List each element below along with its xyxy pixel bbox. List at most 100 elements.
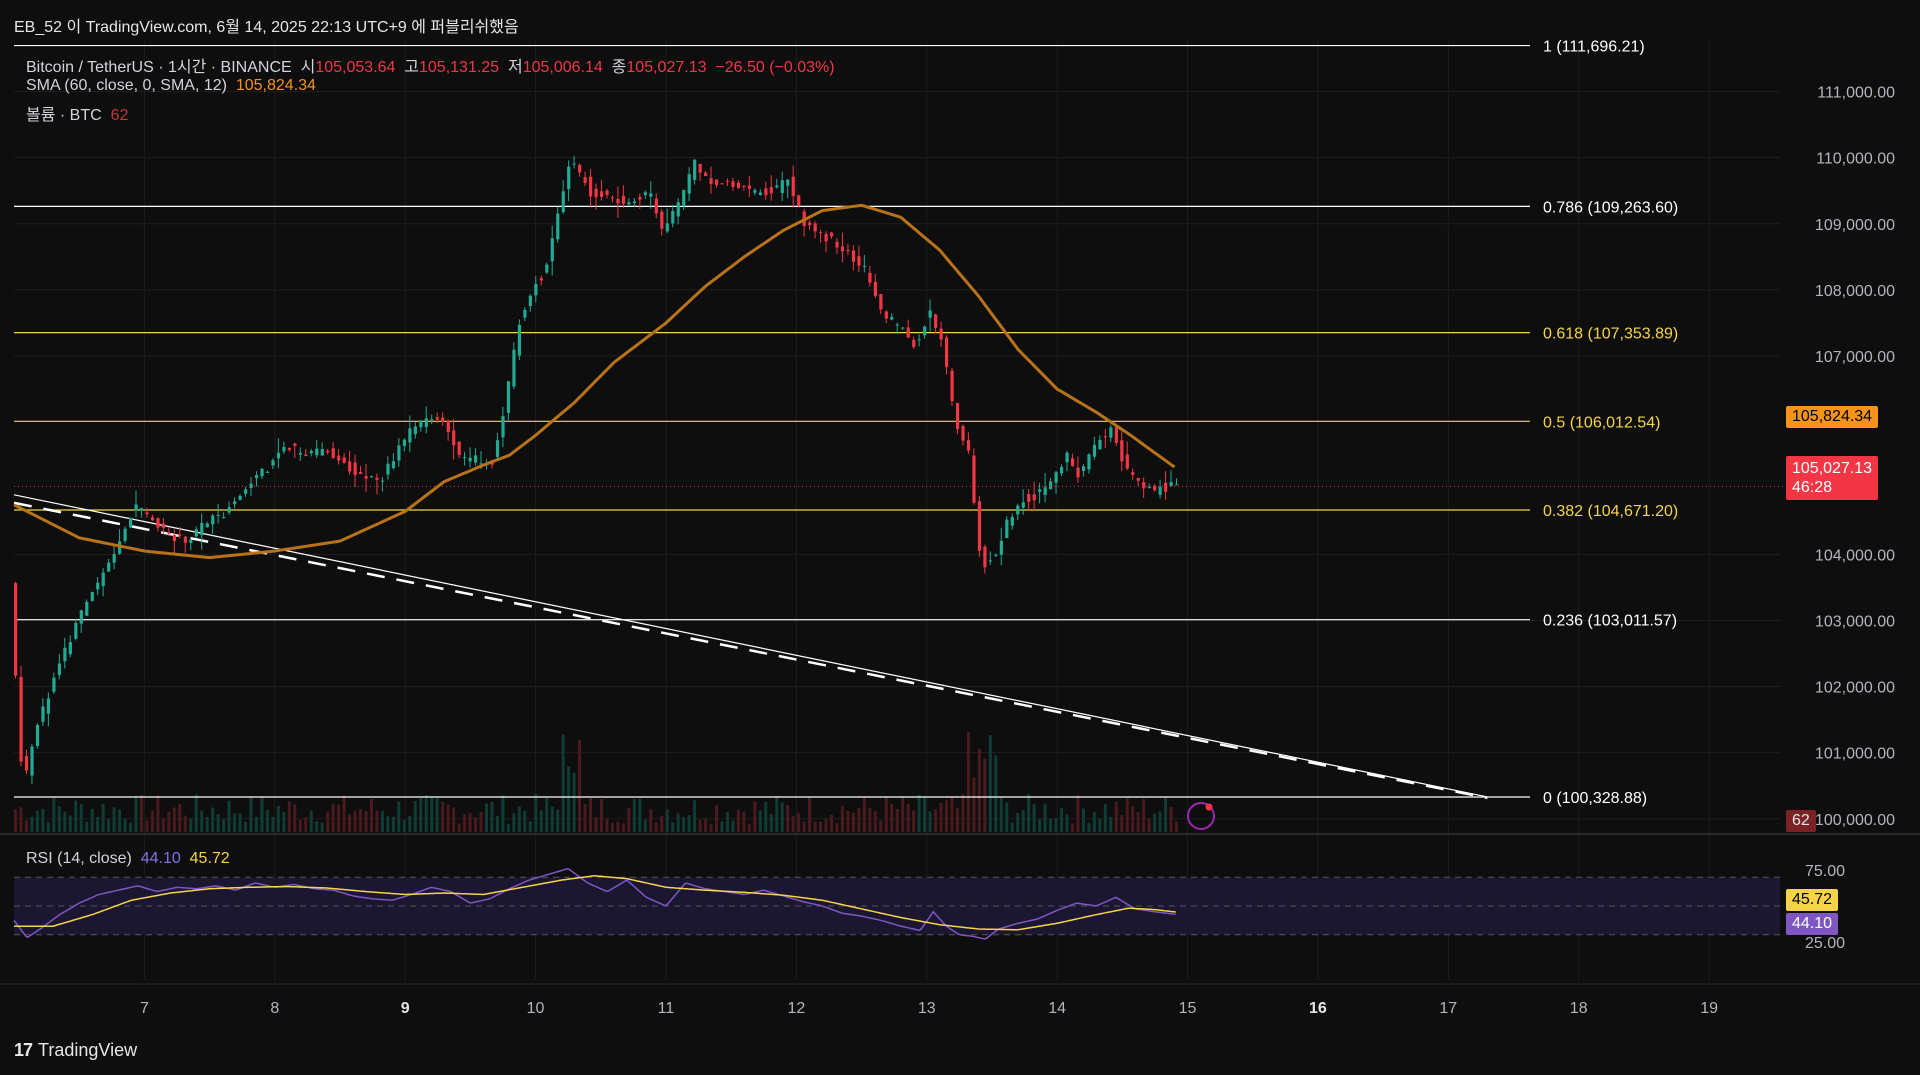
volume-bar xyxy=(19,807,23,832)
volume-bar xyxy=(1175,821,1179,832)
volume-bar xyxy=(961,794,965,832)
candle-body xyxy=(359,472,363,475)
volume-bar xyxy=(895,809,899,832)
sma-legend[interactable]: SMA (60, close, 0, SMA, 12) 105,824.34 xyxy=(26,77,316,95)
candle-body xyxy=(824,233,828,242)
candle-body xyxy=(386,463,390,475)
candle-body xyxy=(693,159,697,180)
volume-bar xyxy=(709,823,713,832)
volume-bar xyxy=(884,797,888,832)
candle-body xyxy=(222,517,226,519)
volume-bar xyxy=(550,806,554,832)
price-tick-label: 107,000.00 xyxy=(1815,349,1895,366)
candle-body xyxy=(1125,454,1129,469)
volume-bar xyxy=(112,807,116,832)
candle-body xyxy=(183,536,187,543)
candle-body xyxy=(1147,486,1151,488)
candle-body xyxy=(315,448,319,456)
volume-bar xyxy=(463,814,467,832)
candle-body xyxy=(731,181,735,187)
volume-bar xyxy=(523,810,527,832)
volume-bar xyxy=(315,821,319,832)
volume-bar xyxy=(359,809,363,832)
candle-body xyxy=(282,446,286,452)
candle-body xyxy=(999,540,1003,555)
candle-body xyxy=(1098,439,1102,450)
candle-body xyxy=(178,534,182,536)
candle-body xyxy=(780,180,784,193)
candle-body xyxy=(391,461,396,468)
volume-bar xyxy=(671,822,675,832)
volume-bar xyxy=(342,795,346,832)
volume-bar xyxy=(96,816,100,832)
volume-bar xyxy=(693,800,697,832)
candle-body xyxy=(161,523,166,528)
time-tick-label: 8 xyxy=(270,1000,279,1017)
volume-bar xyxy=(391,816,395,832)
volume-bar xyxy=(791,815,795,832)
volume-bar xyxy=(101,803,105,832)
candle-body xyxy=(665,223,669,232)
candle-body xyxy=(233,501,237,505)
symbol-name: Bitcoin / TetherUS · 1시간 · BINANCE xyxy=(26,59,292,76)
volume-bar xyxy=(901,796,905,832)
close-label: 종 xyxy=(611,59,627,76)
time-tick-label: 7 xyxy=(140,1000,149,1017)
rsi-label: RSI (14, close) xyxy=(26,850,132,867)
volume-bar xyxy=(35,810,39,832)
volume-bar xyxy=(14,809,17,832)
volume-bar xyxy=(468,813,472,832)
candle-body xyxy=(24,756,29,771)
candle-body xyxy=(189,539,193,544)
candle-body xyxy=(775,185,779,188)
volume-bar xyxy=(687,815,691,832)
tradingview-logo-icon: 17 xyxy=(14,1040,33,1060)
candle-body xyxy=(621,195,626,204)
candle-body xyxy=(955,403,960,430)
volume-bar xyxy=(1005,802,1009,832)
volume-bar xyxy=(145,820,149,832)
rsi-line xyxy=(13,868,1176,940)
volume-bar xyxy=(276,805,280,832)
time-tick-label: 15 xyxy=(1179,1000,1197,1017)
candle-body xyxy=(320,449,324,456)
volume-bar xyxy=(287,801,291,832)
sma-label: SMA (60, close, 0, SMA, 12) xyxy=(26,77,227,94)
volume-bar xyxy=(890,804,894,832)
candle-body xyxy=(1032,494,1036,501)
volume-legend[interactable]: 볼륨 · BTC 62 xyxy=(26,101,128,125)
candle-body xyxy=(846,250,850,252)
volume-bar xyxy=(698,819,702,832)
current-price-value: 105,027.13 xyxy=(1792,460,1873,477)
candle-body xyxy=(961,426,965,441)
candle-body xyxy=(156,518,160,528)
time-tick-label: 16 xyxy=(1309,1000,1327,1017)
volume-bar xyxy=(556,809,560,832)
volume-bar xyxy=(616,821,620,832)
volume-bar xyxy=(326,811,330,832)
volume-bar xyxy=(298,819,302,832)
volume-bar xyxy=(725,811,729,832)
volume-bar xyxy=(484,803,488,832)
volume-bar xyxy=(495,815,499,832)
candle-body xyxy=(769,187,773,194)
candle-body xyxy=(813,223,817,232)
candle-body xyxy=(446,420,450,433)
rsi-tag: 44.10 xyxy=(1786,913,1839,935)
candle-body xyxy=(57,663,62,675)
volume-bar xyxy=(452,807,456,832)
candle-body xyxy=(194,529,198,537)
candle-body xyxy=(35,725,40,746)
candle-body xyxy=(966,440,971,451)
tradingview-brand[interactable]: 17 TradingView xyxy=(14,1040,137,1061)
volume-bar xyxy=(988,735,992,832)
volume-bar xyxy=(610,822,614,832)
volume-bar xyxy=(1136,812,1140,832)
volume-bar xyxy=(835,823,839,832)
sma-line xyxy=(13,203,1176,560)
candle-body xyxy=(758,192,762,195)
candle-body xyxy=(293,443,297,446)
candle-body xyxy=(764,188,768,196)
rsi-legend[interactable]: RSI (14, close) 44.10 45.72 xyxy=(26,850,230,868)
